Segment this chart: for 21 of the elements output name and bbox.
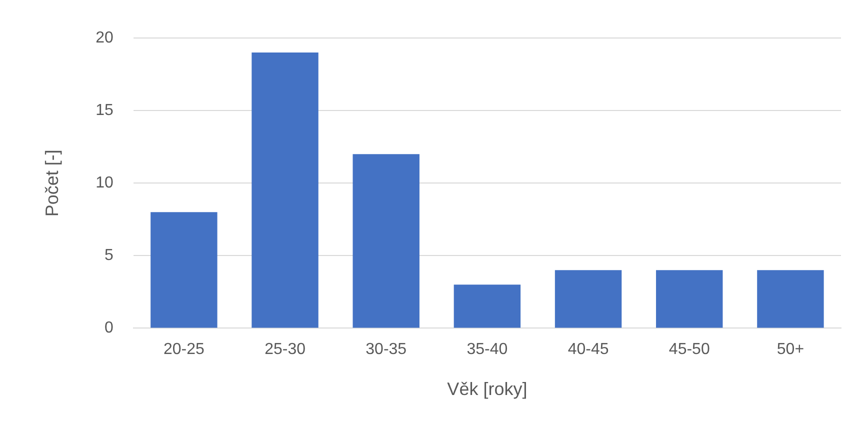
bar bbox=[150, 212, 218, 328]
bar bbox=[252, 52, 318, 328]
bar bbox=[454, 284, 521, 328]
x-tick-label: 50+ bbox=[776, 341, 804, 358]
x-axis-title: Věk [roky] bbox=[447, 379, 528, 400]
y-tick-label: 10 bbox=[96, 174, 114, 192]
bar bbox=[656, 270, 723, 328]
y-tick-label: 20 bbox=[96, 29, 114, 46]
x-tick-label: 20-25 bbox=[163, 341, 204, 358]
y-tick-label: 5 bbox=[104, 247, 114, 264]
bar bbox=[757, 270, 824, 328]
x-tick-label: 40-45 bbox=[568, 341, 609, 358]
x-tick-label: 35-40 bbox=[466, 341, 508, 358]
y-tick-label: 15 bbox=[96, 102, 114, 119]
y-tick-label: 0 bbox=[104, 320, 114, 337]
x-tick-label: 30-35 bbox=[366, 341, 407, 358]
x-tick-label: 25-30 bbox=[264, 341, 306, 358]
y-axis-title: Počet [-] bbox=[42, 150, 62, 217]
x-tick-label: 45-50 bbox=[668, 341, 710, 358]
bar bbox=[554, 270, 622, 328]
bar bbox=[352, 154, 420, 328]
